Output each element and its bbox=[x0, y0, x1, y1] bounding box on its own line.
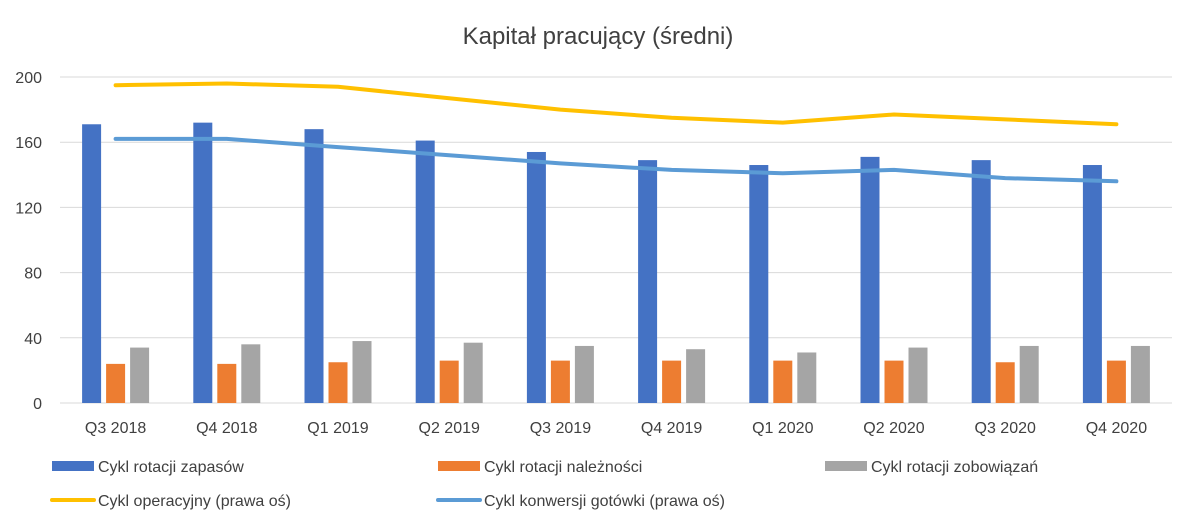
x-tick-label: Q1 2019 bbox=[307, 420, 368, 437]
bar bbox=[797, 352, 817, 403]
x-tick-label: Q2 2019 bbox=[419, 420, 480, 437]
x-tick-label: Q3 2019 bbox=[530, 420, 591, 437]
bar bbox=[328, 362, 348, 403]
bar bbox=[662, 360, 682, 403]
legend-label: Cykl konwersji gotówki (prawa oś) bbox=[484, 493, 725, 510]
series-line bbox=[113, 136, 1119, 184]
bar bbox=[193, 122, 213, 403]
x-axis-ticks: Q3 2018 Q4 2018 Q1 2019 Q2 2019 Q3 2019 Q4 20… bbox=[85, 420, 1147, 437]
bar bbox=[574, 345, 594, 403]
y-tick-label: 80 bbox=[24, 266, 42, 283]
bar bbox=[526, 151, 546, 403]
y-tick-label: 40 bbox=[24, 331, 42, 348]
bar bbox=[415, 140, 435, 403]
bar bbox=[773, 360, 793, 403]
bar bbox=[439, 360, 459, 403]
gridlines bbox=[60, 76, 1172, 404]
bar bbox=[971, 160, 991, 403]
lines bbox=[113, 81, 1119, 184]
y-tick-label: 200 bbox=[15, 70, 42, 87]
legend-label: Cykl rotacji należności bbox=[484, 459, 642, 476]
bar bbox=[1106, 360, 1126, 403]
bar bbox=[217, 363, 237, 403]
x-tick-label: Q3 2018 bbox=[85, 420, 146, 437]
bar bbox=[550, 360, 570, 403]
y-tick-label: 120 bbox=[15, 200, 42, 217]
bars bbox=[82, 122, 1150, 404]
x-tick-label: Q2 2020 bbox=[863, 420, 924, 437]
legend-label: Cykl operacyjny (prawa oś) bbox=[98, 493, 291, 510]
x-tick-label: Q4 2020 bbox=[1086, 420, 1147, 437]
x-tick-label: Q3 2020 bbox=[975, 420, 1036, 437]
bar bbox=[352, 341, 372, 403]
bar bbox=[106, 363, 126, 403]
legend-swatch bbox=[825, 461, 867, 471]
y-axis-ticks: 0 40 80 120 160 200 bbox=[15, 70, 42, 413]
bar bbox=[1130, 345, 1150, 403]
legend-swatch bbox=[438, 461, 480, 471]
bar bbox=[82, 124, 102, 404]
bar bbox=[130, 347, 150, 403]
y-tick-label: 160 bbox=[15, 135, 42, 152]
legend-swatch bbox=[52, 461, 94, 471]
chart-title: Kapitał pracujący (średni) bbox=[463, 23, 734, 50]
x-tick-label: Q4 2019 bbox=[641, 420, 702, 437]
bar bbox=[1082, 165, 1102, 403]
bar bbox=[908, 347, 928, 403]
legend-label: Cykl rotacji zobowiązań bbox=[871, 459, 1038, 476]
x-tick-label: Q4 2018 bbox=[196, 420, 257, 437]
bar bbox=[749, 165, 769, 403]
series-line bbox=[113, 81, 1119, 127]
bar bbox=[860, 156, 880, 403]
bar bbox=[995, 362, 1015, 403]
bar bbox=[638, 160, 658, 403]
bar bbox=[463, 342, 483, 403]
legend-label: Cykl rotacji zapasów bbox=[98, 459, 244, 476]
y-tick-label: 0 bbox=[33, 396, 42, 413]
bar bbox=[241, 344, 261, 403]
x-tick-label: Q1 2020 bbox=[752, 420, 813, 437]
bar bbox=[304, 129, 324, 403]
legend: Cykl rotacji zapasów Cykl rotacji należno… bbox=[50, 459, 1038, 510]
bar bbox=[884, 360, 904, 403]
bar bbox=[686, 349, 706, 403]
bar bbox=[1019, 345, 1039, 403]
